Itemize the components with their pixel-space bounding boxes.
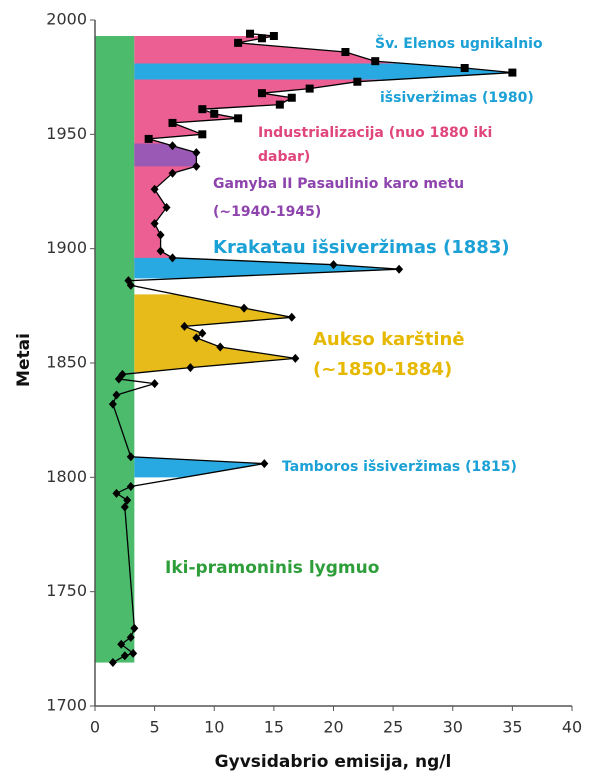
diamond-marker xyxy=(126,452,135,462)
diamond-marker xyxy=(180,321,189,331)
square-marker xyxy=(168,118,177,127)
diamond-marker xyxy=(120,651,129,661)
data-line xyxy=(112,33,513,664)
square-marker xyxy=(508,68,517,77)
square-marker xyxy=(341,48,350,57)
x-tick-label: 20 xyxy=(323,718,343,737)
diamond-marker xyxy=(130,623,139,633)
square-marker xyxy=(234,114,243,123)
diamond-marker xyxy=(126,632,135,642)
square-marker xyxy=(275,100,284,109)
annotation: Gamyba II Pasaulinio karo metu xyxy=(213,176,464,192)
x-tick-label: 5 xyxy=(150,718,160,737)
square-marker xyxy=(269,32,278,41)
diamond-marker xyxy=(291,353,300,363)
y-tick-label: 1900 xyxy=(46,238,87,257)
x-tick-label: 25 xyxy=(383,718,403,737)
diamond-marker xyxy=(126,280,135,290)
diamond-marker xyxy=(120,502,129,512)
annotation: Iki-pramoninis lygmuo xyxy=(165,558,379,578)
diamond-marker xyxy=(240,303,249,313)
x-tick-label: 15 xyxy=(264,718,284,737)
square-marker xyxy=(257,34,266,43)
square-marker xyxy=(234,38,243,47)
x-tick-label: 10 xyxy=(204,718,224,737)
diamond-marker xyxy=(192,148,201,158)
diamond-marker xyxy=(150,184,159,194)
square-marker xyxy=(210,109,219,118)
annotation: (~1850-1884) xyxy=(313,359,452,380)
baseline-band xyxy=(95,36,135,663)
square-marker xyxy=(257,89,266,98)
square-marker xyxy=(353,77,362,86)
y-tick-label: 1850 xyxy=(46,353,87,372)
highlight-region xyxy=(134,257,400,279)
square-marker xyxy=(246,29,255,38)
diamond-marker xyxy=(168,168,177,178)
y-tick-label: 2000 xyxy=(46,10,87,29)
y-tick-label: 1750 xyxy=(46,581,87,600)
square-marker xyxy=(371,57,380,66)
highlight-region xyxy=(134,143,197,167)
square-marker xyxy=(305,84,314,93)
diamond-marker xyxy=(168,253,177,263)
annotation: Krakatau išsiveržimas (1883) xyxy=(213,237,510,258)
diamond-marker xyxy=(168,141,177,151)
x-tick-label: 30 xyxy=(443,718,463,737)
diamond-marker xyxy=(118,369,127,379)
diamond-marker xyxy=(156,230,165,240)
y-tick-label: 1700 xyxy=(46,696,87,715)
diamond-marker xyxy=(162,203,171,213)
diamond-marker xyxy=(126,481,135,491)
y-axis-title: Metai xyxy=(14,333,34,387)
highlight-region xyxy=(134,36,513,274)
diamond-marker xyxy=(112,390,121,400)
diamond-marker xyxy=(260,459,269,469)
annotation: Industrializacija (nuo 1880 iki xyxy=(258,125,492,141)
diamond-marker xyxy=(117,639,126,649)
diamond-marker xyxy=(108,399,117,409)
annotation: dabar) xyxy=(258,149,310,165)
annotation: išsiveržimas (1980) xyxy=(380,90,534,106)
x-tick-label: 0 xyxy=(90,718,100,737)
annotation: Aukso karštinė xyxy=(313,329,465,350)
x-axis-title: Gyvsidabrio emisija, ng/l xyxy=(215,752,452,772)
x-tick-label: 40 xyxy=(562,718,582,737)
diamond-marker xyxy=(150,379,159,389)
diamond-marker xyxy=(129,648,138,658)
diamond-marker xyxy=(329,260,338,270)
diamond-marker xyxy=(123,495,132,505)
diamond-marker xyxy=(192,161,201,171)
diamond-marker xyxy=(395,264,404,274)
square-marker xyxy=(287,93,296,102)
y-tick-label: 1950 xyxy=(46,124,87,143)
diamond-marker xyxy=(150,219,159,229)
annotation: Šv. Elenos ugnikalnio xyxy=(375,34,543,52)
highlight-region xyxy=(134,449,265,478)
square-marker xyxy=(460,64,469,73)
square-marker xyxy=(144,134,153,143)
annotation: Tamboros išsiveržimas (1815) xyxy=(282,459,517,475)
annotation: (~1940-1945) xyxy=(213,204,321,220)
diamond-marker xyxy=(198,328,207,338)
square-marker xyxy=(198,130,207,139)
square-marker xyxy=(198,105,207,114)
diamond-marker xyxy=(108,658,117,668)
diamond-marker xyxy=(112,488,121,498)
highlight-region xyxy=(134,63,513,80)
diamond-marker xyxy=(186,363,195,373)
x-tick-label: 35 xyxy=(502,718,522,737)
diamond-marker xyxy=(287,312,296,322)
diamond-marker xyxy=(192,333,201,343)
diamond-marker xyxy=(124,276,133,286)
diamond-marker xyxy=(156,246,165,256)
y-tick-label: 1800 xyxy=(46,467,87,486)
diamond-marker xyxy=(216,342,225,352)
